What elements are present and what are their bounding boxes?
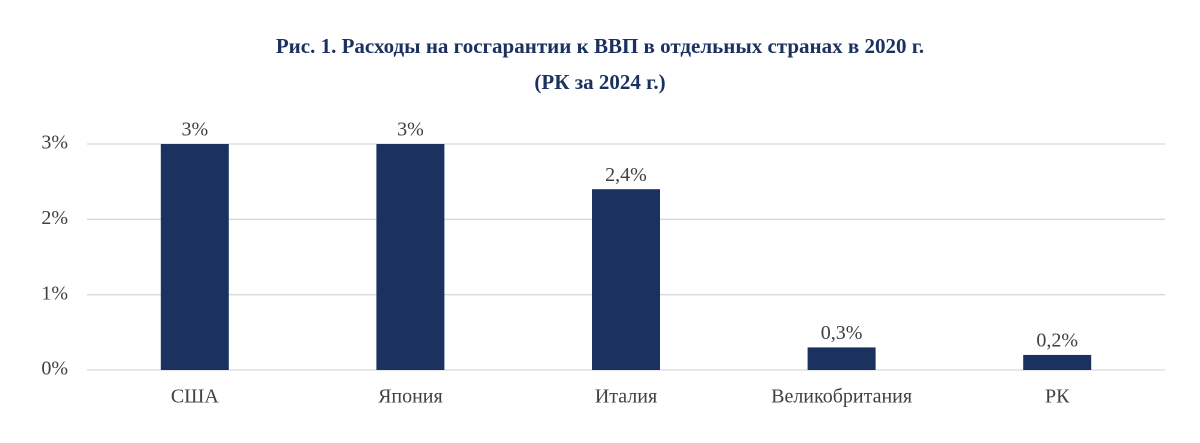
value-label: 3% (397, 119, 424, 141)
bar (1023, 354, 1092, 370)
y-tick-label: 2% (41, 207, 68, 229)
bar (807, 347, 876, 370)
x-tick-label: Великобритания (771, 386, 912, 408)
value-label: 0,2% (1036, 330, 1078, 352)
y-tick-label: 3% (41, 132, 68, 154)
value-label: 3% (181, 119, 208, 141)
y-tick-label: 1% (41, 282, 68, 304)
x-tick-label: США (171, 386, 220, 408)
x-tick-label: Италия (595, 386, 657, 408)
value-label: 0,3% (821, 322, 863, 344)
bar (160, 144, 229, 370)
x-tick-label: РК (1045, 386, 1070, 408)
x-tick-label: Япония (378, 386, 443, 408)
bar (376, 144, 445, 370)
bar (592, 189, 660, 370)
chart-title: Рис. 1. Расходы на госгарантии к ВВП в о… (276, 34, 924, 58)
y-tick-label: 0% (41, 358, 68, 380)
chart-title: (РК за 2024 г.) (534, 70, 665, 94)
value-label: 2,4% (605, 164, 647, 186)
